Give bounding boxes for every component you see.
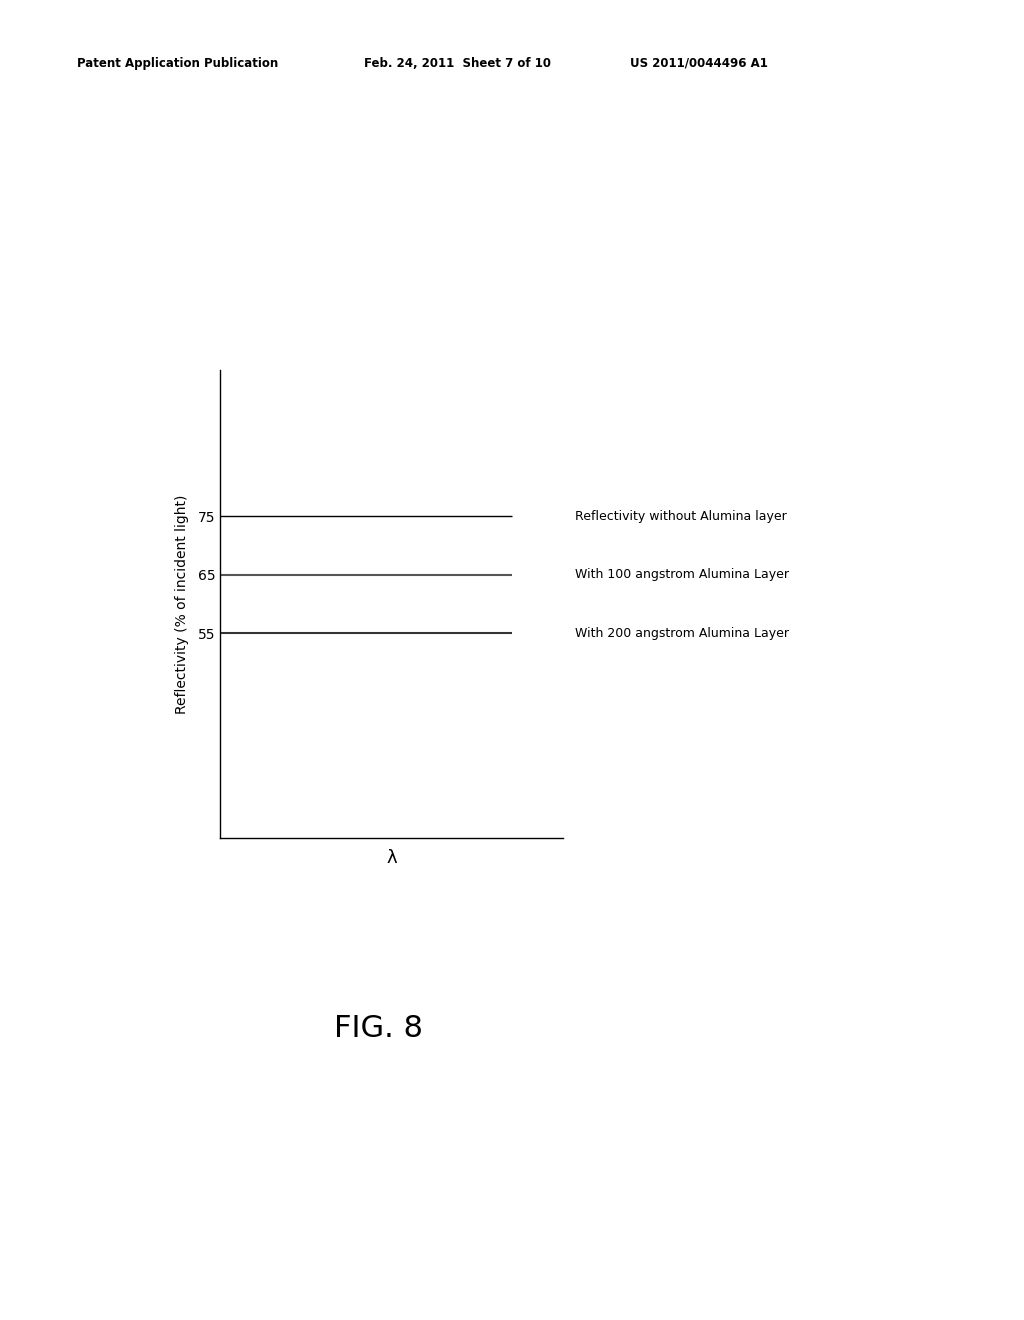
Text: Feb. 24, 2011  Sheet 7 of 10: Feb. 24, 2011 Sheet 7 of 10	[364, 57, 551, 70]
Text: FIG. 8: FIG. 8	[335, 1014, 423, 1043]
Text: With 200 angstrom Alumina Layer: With 200 angstrom Alumina Layer	[575, 627, 790, 640]
Text: US 2011/0044496 A1: US 2011/0044496 A1	[630, 57, 768, 70]
X-axis label: λ: λ	[386, 849, 397, 867]
Text: Reflectivity without Alumina layer: Reflectivity without Alumina layer	[575, 510, 787, 523]
Y-axis label: Reflectivity (% of incident light): Reflectivity (% of incident light)	[175, 494, 189, 714]
Text: With 100 angstrom Alumina Layer: With 100 angstrom Alumina Layer	[575, 568, 790, 581]
Text: Patent Application Publication: Patent Application Publication	[77, 57, 279, 70]
